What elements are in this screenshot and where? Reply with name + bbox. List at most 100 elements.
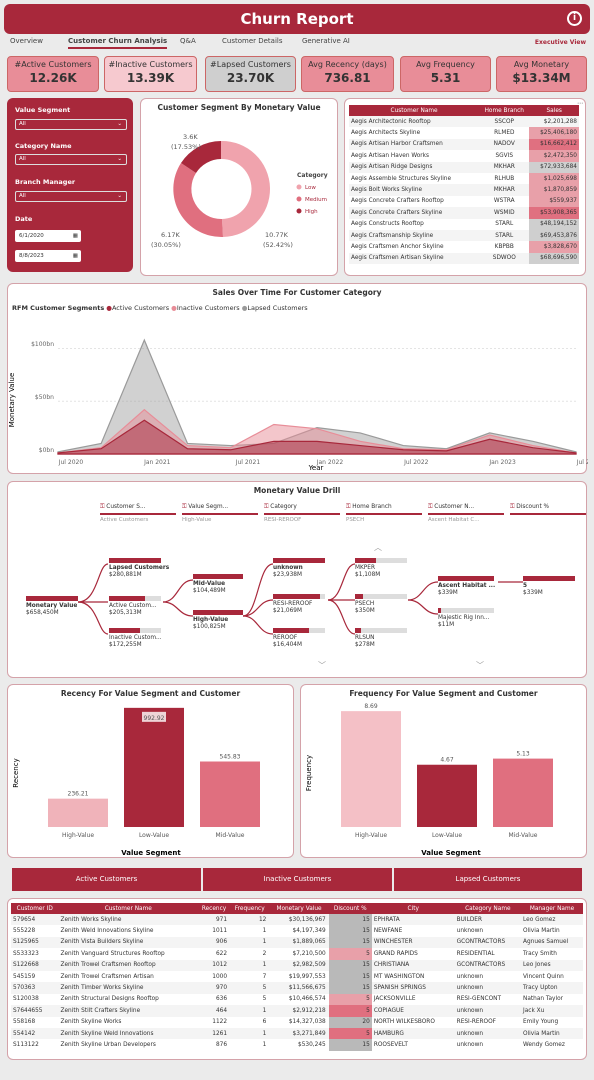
legend-high[interactable]: High bbox=[305, 209, 318, 215]
tab-customer-churn[interactable]: Customer Churn Analysis bbox=[68, 37, 168, 49]
slice-high[interactable] bbox=[181, 141, 221, 173]
col-header[interactable]: Home Branch bbox=[479, 105, 530, 116]
chevron-down-icon[interactable]: ﹀ bbox=[476, 661, 484, 670]
col-header[interactable]: Sales bbox=[529, 105, 579, 116]
node-bar[interactable] bbox=[438, 576, 494, 581]
table-row[interactable]: Aegis Craftsmen Artisan Skyline SDWOO $68,… bbox=[349, 252, 579, 265]
table-row[interactable]: Aegis Constructs Rooftop STARL $48,194,152 bbox=[349, 218, 579, 230]
value-segment-select[interactable]: All ⌄ bbox=[15, 119, 127, 130]
bar-low-value[interactable] bbox=[417, 764, 477, 827]
col-header[interactable]: Customer Name bbox=[349, 105, 480, 116]
drill-level-header[interactable]: ⚿ Customer S... Active Customers bbox=[100, 504, 176, 523]
table-row[interactable]: Aegis Concrete Crafters Rooftop WSTRA $559… bbox=[349, 195, 579, 208]
table-row[interactable]: Aegis Concrete Crafters Skyline WSMID $53,… bbox=[349, 207, 579, 219]
info-icon[interactable]: i bbox=[567, 11, 582, 26]
table-row[interactable]: 554142 Zenith Skyline Weld Innovations 126… bbox=[11, 1027, 583, 1040]
node-bar[interactable] bbox=[109, 628, 141, 633]
table-row[interactable]: 558168 Zenith Skyline Works 1122 6 $14,327,0… bbox=[11, 1016, 583, 1028]
slice-medium-2[interactable] bbox=[173, 163, 223, 238]
bar-high-value[interactable] bbox=[341, 711, 401, 827]
legend-inactive[interactable]: Inactive Customers bbox=[176, 304, 240, 312]
drill-level-header[interactable]: ⚿ Home Branch PSECH bbox=[346, 504, 422, 523]
node-bar[interactable] bbox=[355, 594, 363, 599]
node-bar[interactable] bbox=[523, 576, 575, 581]
col-header[interactable]: City bbox=[371, 903, 455, 914]
chart-title: Customer Segment By Monetary Value bbox=[157, 103, 321, 112]
table-row[interactable]: 555228 Zenith Weld Innovations Skyline 101… bbox=[11, 925, 583, 937]
x-axis-label: Value Segment bbox=[421, 849, 481, 857]
table-row[interactable]: 545159 Zenith Trowel Craftsmen Artisan 100… bbox=[11, 970, 583, 983]
bar-mid-value[interactable] bbox=[493, 758, 553, 827]
tab-generative-ai[interactable]: Generative AI bbox=[302, 37, 350, 45]
executive-view-link[interactable]: Executive View bbox=[534, 39, 586, 46]
segment-button-inactive[interactable]: Inactive Customers bbox=[203, 868, 392, 891]
col-header[interactable]: Recency bbox=[198, 903, 231, 914]
table-row[interactable]: Aegis Assemble Structures Skyline RLHUB $1… bbox=[349, 172, 579, 185]
table-row[interactable]: Aegis Artisan Harbor Craftsmen NADOV $16,6… bbox=[349, 138, 579, 151]
table-row[interactable]: Aegis Architects Skyline RLMED $25,406,180 bbox=[349, 127, 579, 139]
area-series-1[interactable] bbox=[57, 408, 577, 455]
node-bar[interactable] bbox=[273, 558, 325, 563]
legend-lapsed[interactable]: Lapsed Customers bbox=[247, 304, 308, 312]
col-header[interactable]: Customer Name bbox=[58, 903, 198, 914]
bar-mid-value[interactable] bbox=[200, 761, 260, 827]
table-row[interactable]: Aegis Artisan Ridge Designs MKHAR $72,933,… bbox=[349, 161, 579, 173]
drill-level-header[interactable]: ⚿ Value Segm... High-Value bbox=[182, 504, 258, 523]
tab-qa[interactable]: Q&A bbox=[180, 37, 196, 45]
table-row[interactable]: Aegis Artisan Haven Works SGVIS $2,472,350 bbox=[349, 150, 579, 162]
table-row[interactable]: Aegis Bolt Works Skyline MKHAR $1,870,859 bbox=[349, 184, 579, 196]
tab-overview[interactable]: Overview bbox=[10, 37, 43, 45]
legend-low[interactable]: Low bbox=[305, 185, 316, 191]
col-header[interactable]: Discount % bbox=[328, 903, 372, 914]
node-bar[interactable] bbox=[355, 628, 362, 633]
node-bar[interactable] bbox=[273, 628, 310, 633]
node-bar[interactable] bbox=[109, 596, 146, 601]
table-row[interactable]: Aegis Architectonic Rooftop SSCOP $2,201,2… bbox=[349, 116, 579, 128]
drill-level-header[interactable]: ⚿ Customer N... Ascent Habitat C... bbox=[428, 504, 504, 523]
node-bar[interactable] bbox=[438, 608, 441, 613]
table-row[interactable]: 570363 Zenith Timber Works Skyline 970 5 $11… bbox=[11, 982, 583, 994]
bar-high-value[interactable] bbox=[48, 798, 108, 827]
legend-active[interactable]: Active Customers bbox=[111, 304, 170, 312]
more-options-icon[interactable]: ⋯ bbox=[577, 100, 583, 107]
date-to-input[interactable]: 8/8/2023 ▦ bbox=[15, 250, 81, 262]
table-row[interactable]: S120038 Zenith Structural Designs Rooftop… bbox=[11, 993, 583, 1006]
table-cell: Aegis Concrete Crafters Skyline bbox=[349, 207, 480, 219]
col-header[interactable]: Category Name bbox=[454, 903, 521, 914]
tab-customer-details[interactable]: Customer Details bbox=[222, 37, 283, 45]
col-header[interactable]: Customer ID bbox=[11, 903, 59, 914]
chevron-up-icon[interactable]: ︿ bbox=[374, 543, 382, 552]
bar-low-value[interactable] bbox=[124, 707, 184, 827]
calendar-icon: ▦ bbox=[72, 233, 78, 239]
col-header[interactable]: Frequency bbox=[230, 903, 270, 914]
area-series-2[interactable] bbox=[57, 419, 577, 455]
label-bg bbox=[142, 711, 166, 722]
node-bar[interactable] bbox=[26, 596, 78, 601]
drill-level-header[interactable]: ⚿ Discount % bbox=[510, 504, 586, 517]
table-row[interactable]: S122668 Zenith Trowel Craftsmen Rooftop 10… bbox=[11, 959, 583, 971]
node-bar[interactable] bbox=[273, 594, 320, 599]
node-bar[interactable] bbox=[193, 610, 243, 615]
table-row[interactable]: Aegis Craftsmanship Skyline STARL $69,453,… bbox=[349, 229, 579, 242]
slice-medium[interactable] bbox=[221, 140, 271, 237]
table-cell: Nathan Taylor bbox=[523, 996, 564, 1003]
table-row[interactable]: Aegis Craftsmen Anchor Skyline KBPBB $3,82… bbox=[349, 241, 579, 253]
chevron-down-icon[interactable]: ﹀ bbox=[318, 661, 326, 670]
table-row[interactable]: S533323 Zenith Vanguard Structures Roofto… bbox=[11, 948, 583, 960]
node-bar[interactable] bbox=[193, 574, 243, 579]
segment-button-active[interactable]: Active Customers bbox=[12, 868, 201, 891]
table-row[interactable]: 579654 Zenith Works Skyline 971 12 $30,136,9… bbox=[11, 914, 583, 926]
col-header[interactable]: Monetary Value bbox=[269, 903, 329, 914]
category-select[interactable]: All ⌄ bbox=[15, 154, 127, 165]
table-row[interactable]: S125965 Zenith Vista Builders Skyline 906 1… bbox=[11, 936, 583, 949]
legend-medium[interactable]: Medium bbox=[305, 197, 327, 203]
table-row[interactable]: S113122 Zenith Skyline Urban Developers 87… bbox=[11, 1039, 583, 1051]
col-header[interactable]: Manager Name bbox=[521, 903, 583, 914]
node-bar[interactable] bbox=[109, 558, 161, 563]
drill-level-header[interactable]: ⚿ Category RESI-REROOF bbox=[264, 504, 340, 523]
date-from-input[interactable]: 6/1/2020 ▦ bbox=[15, 230, 81, 242]
segment-button-lapsed[interactable]: Lapsed Customers bbox=[394, 868, 582, 891]
table-row[interactable]: S7644655 Zenith Stilt Crafters Skyline 464… bbox=[11, 1005, 583, 1017]
branch-manager-select[interactable]: All ⌄ bbox=[15, 191, 127, 202]
node-bar[interactable] bbox=[355, 558, 376, 563]
